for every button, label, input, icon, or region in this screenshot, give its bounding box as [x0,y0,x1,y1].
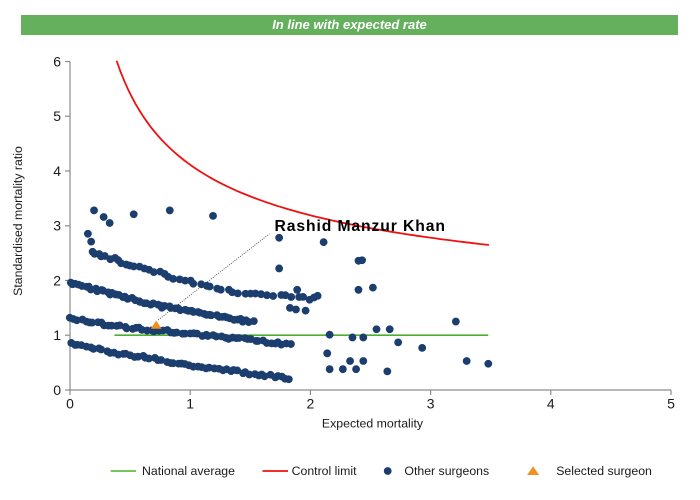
svg-text:4: 4 [547,396,555,412]
svg-text:2: 2 [307,396,315,412]
svg-text:Expected mortality: Expected mortality [322,417,424,431]
svg-text:Selected surgeon: Selected surgeon [556,464,652,478]
svg-text:1: 1 [53,327,61,343]
svg-text:Control limit: Control limit [292,464,357,478]
svg-text:5: 5 [53,108,61,124]
svg-text:2: 2 [53,272,61,288]
svg-text:6: 6 [53,53,61,69]
svg-text:3: 3 [53,218,61,234]
svg-text:Other surgeons: Other surgeons [404,464,489,478]
svg-text:3: 3 [427,396,435,412]
svg-text:National average: National average [142,464,235,478]
svg-text:Rashid Manzur Khan: Rashid Manzur Khan [275,218,446,235]
svg-text:0: 0 [66,396,74,412]
svg-text:5: 5 [667,396,675,412]
svg-text:4: 4 [53,163,61,179]
svg-text:Standardised mortality ratio: Standardised mortality ratio [11,146,25,296]
svg-text:1: 1 [186,396,194,412]
svg-text:0: 0 [53,382,61,398]
